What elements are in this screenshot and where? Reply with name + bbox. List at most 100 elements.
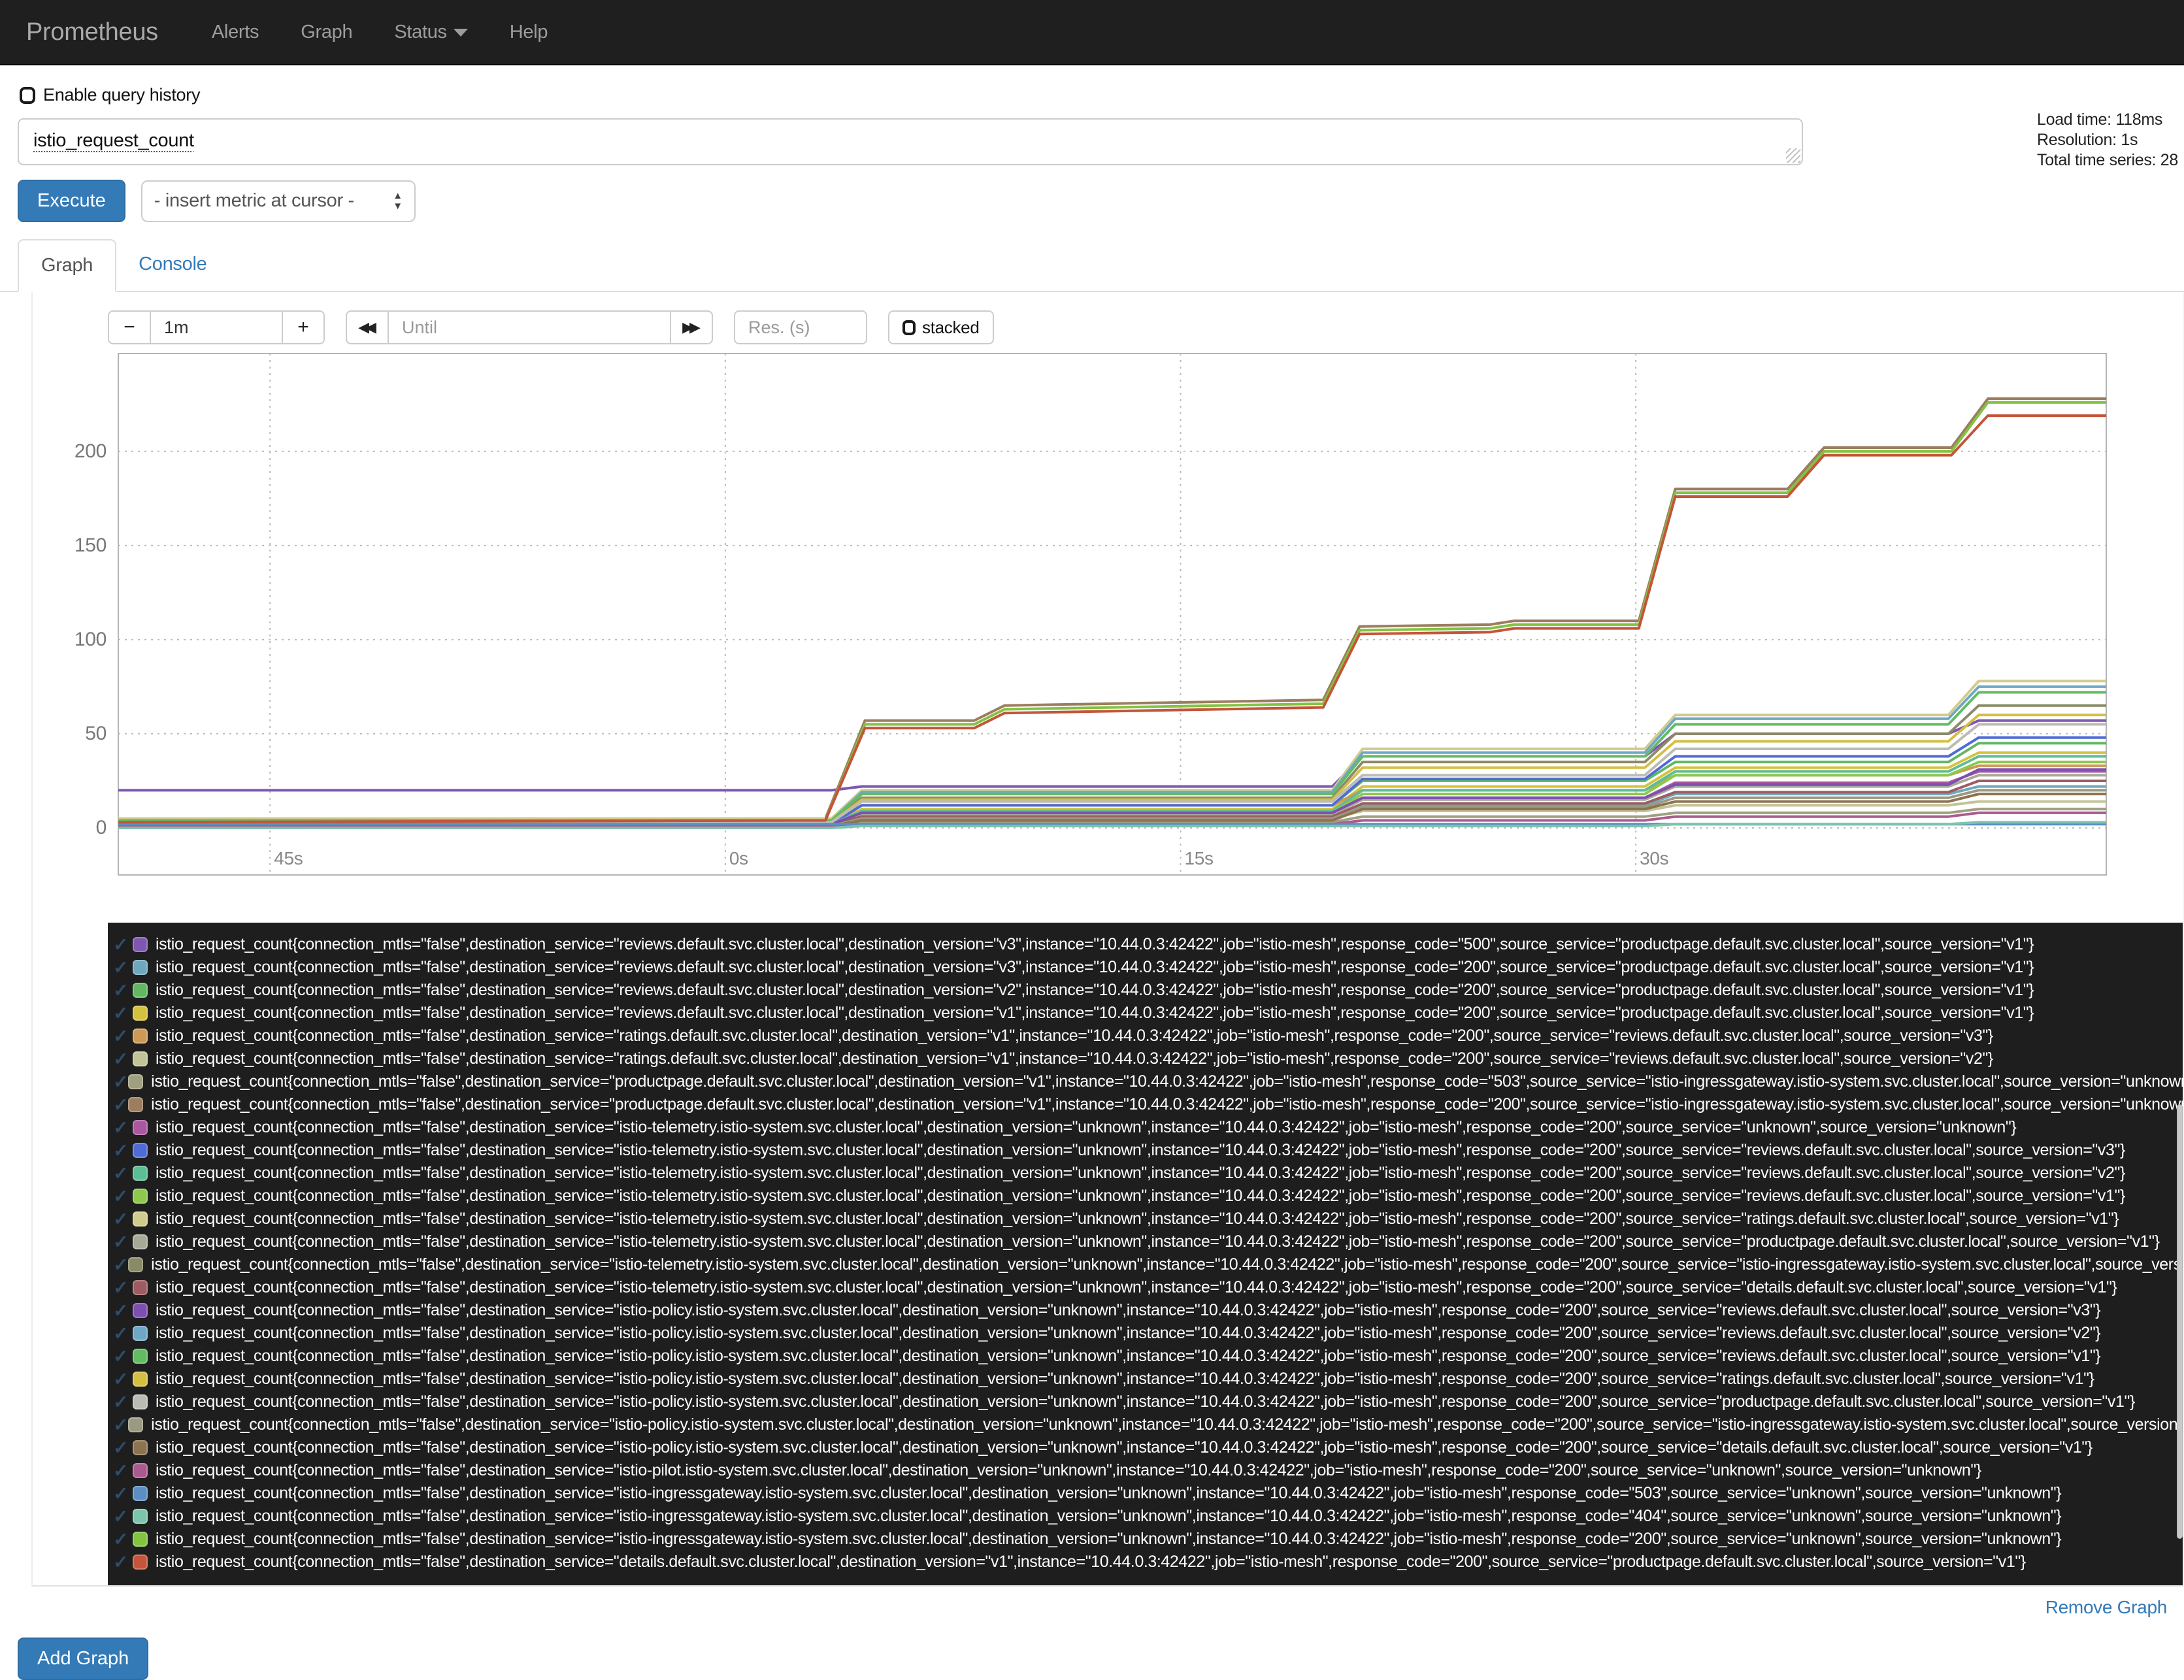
legend-row[interactable]: ✓ istio_request_count{connection_mtls="fa…	[113, 1551, 2183, 1573]
series-line[interactable]	[118, 821, 2106, 829]
seek-back-button[interactable]: ◀◀	[346, 310, 389, 344]
series-toggle-check-icon[interactable]: ✓	[113, 1438, 129, 1458]
series-label: istio_request_count{connection_mtls="fal…	[156, 1027, 1993, 1045]
insert-metric-select[interactable]: - insert metric at cursor - ▲ ▼	[141, 180, 416, 222]
legend-row[interactable]: ✓ istio_request_count{connection_mtls="fa…	[113, 1413, 2183, 1436]
enable-query-history-checkbox[interactable]	[20, 86, 35, 104]
legend-row[interactable]: ✓ istio_request_count{connection_mtls="fa…	[113, 1070, 2183, 1093]
range-input[interactable]	[150, 310, 283, 344]
nav-item-help[interactable]: Help	[509, 21, 548, 42]
seek-forward-button[interactable]: ▶▶	[670, 310, 713, 344]
legend-row[interactable]: ✓ istio_request_count{connection_mtls="fa…	[113, 1322, 2183, 1345]
until-input[interactable]	[388, 310, 671, 344]
series-line[interactable]	[118, 704, 2106, 822]
series-line[interactable]	[118, 691, 2106, 822]
expression-input[interactable]: istio_request_count	[18, 118, 1803, 165]
nav-item-alerts[interactable]: Alerts	[211, 21, 259, 42]
series-line[interactable]	[118, 397, 2106, 822]
series-toggle-check-icon[interactable]: ✓	[113, 1095, 129, 1115]
add-graph-button[interactable]: Add Graph	[18, 1638, 149, 1680]
series-toggle-check-icon[interactable]: ✓	[113, 1072, 129, 1092]
legend-row[interactable]: ✓ istio_request_count{connection_mtls="fa…	[113, 1002, 2183, 1025]
line-chart[interactable]: 0 50 100 150 200 45s 0s 15s 30s	[33, 352, 2184, 919]
legend-row[interactable]: ✓ istio_request_count{connection_mtls="fa…	[113, 1276, 2183, 1299]
legend-row[interactable]: ✓ istio_request_count{connection_mtls="fa…	[113, 1459, 2183, 1482]
series-toggle-check-icon[interactable]: ✓	[113, 1300, 129, 1321]
series-toggle-check-icon[interactable]: ✓	[113, 1140, 129, 1161]
legend-row[interactable]: ✓ istio_request_count{connection_mtls="fa…	[113, 1368, 2183, 1391]
nav-item-graph[interactable]: Graph	[301, 21, 353, 42]
series-label: istio_request_count{connection_mtls="fal…	[151, 1072, 2183, 1091]
series-color-swatch	[133, 1143, 148, 1158]
series-label: istio_request_count{connection_mtls="fal…	[156, 1324, 2101, 1342]
series-line[interactable]	[118, 779, 2106, 826]
stacked-checkbox[interactable]	[902, 320, 916, 335]
legend-row[interactable]: ✓ istio_request_count{connection_mtls="fa…	[113, 1482, 2183, 1505]
tab-graph[interactable]: Graph	[18, 239, 117, 292]
chart-legend: ✓ istio_request_count{connection_mtls="fa…	[108, 923, 2183, 1585]
series-toggle-check-icon[interactable]: ✓	[113, 1209, 129, 1229]
series-line[interactable]	[118, 736, 2106, 826]
legend-row[interactable]: ✓ istio_request_count{connection_mtls="fa…	[113, 1299, 2183, 1322]
series-toggle-check-icon[interactable]: ✓	[113, 1232, 129, 1252]
legend-row[interactable]: ✓ istio_request_count{connection_mtls="fa…	[113, 1436, 2183, 1459]
legend-row[interactable]: ✓ istio_request_count{connection_mtls="fa…	[113, 1139, 2183, 1162]
nav-item-status[interactable]: Status	[373, 22, 488, 43]
series-line[interactable]	[118, 768, 2106, 826]
series-color-swatch	[133, 1120, 148, 1135]
legend-row[interactable]: ✓ istio_request_count{connection_mtls="fa…	[113, 1162, 2183, 1185]
series-toggle-check-icon[interactable]: ✓	[113, 934, 129, 955]
range-increase-button[interactable]: +	[282, 310, 325, 344]
series-toggle-check-icon[interactable]: ✓	[113, 1117, 129, 1138]
series-toggle-check-icon[interactable]: ✓	[113, 1186, 129, 1206]
series-toggle-check-icon[interactable]: ✓	[113, 1323, 129, 1343]
legend-row[interactable]: ✓ istio_request_count{connection_mtls="fa…	[113, 1253, 2183, 1276]
legend-row[interactable]: ✓ istio_request_count{connection_mtls="fa…	[113, 1528, 2183, 1551]
scrollbar-thumb[interactable]	[2177, 1104, 2183, 1539]
chart[interactable]: 0 50 100 150 200 45s 0s 15s 30s	[33, 352, 2183, 923]
series-line[interactable]	[118, 680, 2106, 820]
resize-grip-icon[interactable]	[1786, 148, 1800, 163]
series-toggle-check-icon[interactable]: ✓	[113, 1003, 129, 1023]
series-toggle-check-icon[interactable]: ✓	[113, 1529, 129, 1549]
tab-console[interactable]: Console	[139, 254, 207, 274]
graph-console-tabs: Graph Console	[0, 239, 2184, 292]
legend-row[interactable]: ✓ istio_request_count{connection_mtls="fa…	[113, 979, 2183, 1002]
legend-row[interactable]: ✓ istio_request_count{connection_mtls="fa…	[113, 956, 2183, 979]
remove-graph-link[interactable]: Remove Graph	[2045, 1597, 2168, 1617]
series-toggle-check-icon[interactable]: ✓	[113, 1460, 129, 1481]
range-decrease-button[interactable]: −	[108, 310, 151, 344]
legend-row[interactable]: ✓ istio_request_count{connection_mtls="fa…	[113, 1230, 2183, 1253]
series-toggle-check-icon[interactable]: ✓	[113, 1552, 129, 1572]
series-toggle-check-icon[interactable]: ✓	[113, 1483, 129, 1504]
series-toggle-check-icon[interactable]: ✓	[113, 957, 129, 978]
series-line[interactable]	[118, 414, 2106, 824]
legend-row[interactable]: ✓ istio_request_count{connection_mtls="fa…	[113, 1208, 2183, 1230]
series-toggle-check-icon[interactable]: ✓	[113, 1415, 129, 1435]
series-toggle-check-icon[interactable]: ✓	[113, 1049, 129, 1069]
legend-row[interactable]: ✓ istio_request_count{connection_mtls="fa…	[113, 1505, 2183, 1528]
series-toggle-check-icon[interactable]: ✓	[113, 1392, 129, 1412]
legend-row[interactable]: ✓ istio_request_count{connection_mtls="fa…	[113, 1047, 2183, 1070]
legend-row[interactable]: ✓ istio_request_count{connection_mtls="fa…	[113, 1093, 2183, 1116]
series-toggle-check-icon[interactable]: ✓	[113, 1255, 129, 1275]
legend-row[interactable]: ✓ istio_request_count{connection_mtls="fa…	[113, 1345, 2183, 1368]
series-line[interactable]	[118, 401, 2106, 824]
series-line[interactable]	[118, 723, 2106, 824]
stacked-toggle[interactable]: stacked	[888, 310, 994, 344]
series-toggle-check-icon[interactable]: ✓	[113, 1346, 129, 1366]
legend-row[interactable]: ✓ istio_request_count{connection_mtls="fa…	[113, 1116, 2183, 1139]
legend-row[interactable]: ✓ istio_request_count{connection_mtls="fa…	[113, 1391, 2183, 1413]
legend-row[interactable]: ✓ istio_request_count{connection_mtls="fa…	[113, 1185, 2183, 1208]
series-toggle-check-icon[interactable]: ✓	[113, 1506, 129, 1526]
legend-row[interactable]: ✓ istio_request_count{connection_mtls="fa…	[113, 933, 2183, 956]
series-toggle-check-icon[interactable]: ✓	[113, 1369, 129, 1389]
series-toggle-check-icon[interactable]: ✓	[113, 1277, 129, 1298]
brand-prometheus[interactable]: Prometheus	[26, 18, 158, 46]
execute-button[interactable]: Execute	[18, 180, 125, 222]
resolution-input[interactable]	[734, 310, 867, 344]
series-toggle-check-icon[interactable]: ✓	[113, 1163, 129, 1183]
legend-row[interactable]: ✓ istio_request_count{connection_mtls="fa…	[113, 1025, 2183, 1047]
series-toggle-check-icon[interactable]: ✓	[113, 1026, 129, 1046]
series-toggle-check-icon[interactable]: ✓	[113, 980, 129, 1000]
